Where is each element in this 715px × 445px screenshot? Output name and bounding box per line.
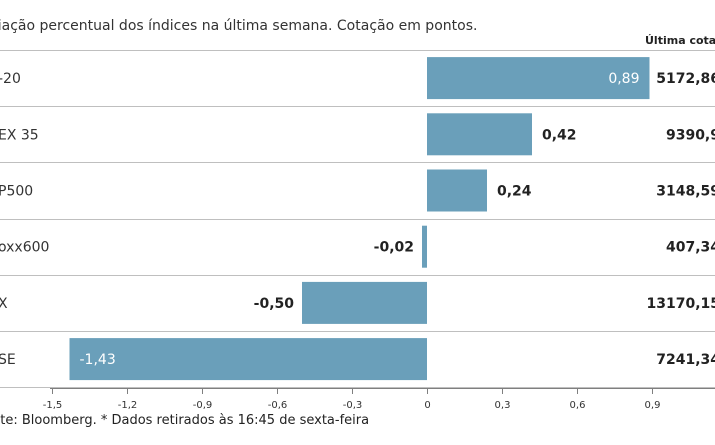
- x-tick-label: 0,3: [495, 400, 511, 411]
- category-label: oxx600: [0, 240, 49, 256]
- category-label: -20: [0, 71, 21, 87]
- source-note: nte: Bloomberg. * Dados retirados às 16:…: [0, 413, 370, 428]
- x-tick-label: -1,5: [43, 400, 63, 411]
- value-label: 0,42: [542, 127, 577, 143]
- last-quote-value: 5172,86: [656, 71, 715, 87]
- bar: [427, 57, 650, 100]
- x-tick-label: 0,6: [570, 400, 586, 411]
- x-tick-label: 0,9: [645, 400, 661, 411]
- x-tick-label: -0,3: [343, 400, 363, 411]
- last-quote-value: 407,34: [666, 240, 715, 256]
- x-tick-label: 0: [424, 400, 430, 411]
- bar: [422, 225, 427, 268]
- bar: [427, 169, 487, 212]
- category-label: EX 35: [0, 127, 39, 143]
- category-label: P500: [0, 184, 33, 200]
- value-label: -0,50: [254, 296, 295, 312]
- last-quote-value: 13170,15: [646, 296, 715, 312]
- category-label: SE: [0, 352, 16, 368]
- value-label: -0,02: [374, 240, 414, 256]
- x-tick-label: -0,6: [268, 400, 288, 411]
- value-label: 0,24: [497, 184, 532, 200]
- value-label: -1,43: [80, 352, 116, 368]
- last-quote-value: 3148,59: [656, 184, 715, 200]
- bar: [69, 338, 427, 381]
- bar: [302, 281, 427, 324]
- category-label: X: [0, 296, 8, 312]
- chart-subtitle: riação percentual dos índices na última …: [0, 18, 478, 34]
- bar: [427, 113, 532, 156]
- x-tick-label: -0,9: [193, 400, 213, 411]
- last-quote-value: 9390,9: [666, 127, 715, 143]
- x-tick-label: -1,2: [118, 400, 138, 411]
- value-label: 0,89: [608, 71, 639, 87]
- last-quote-header: Última cotação: [645, 34, 715, 47]
- last-quote-value: 7241,34: [656, 352, 715, 368]
